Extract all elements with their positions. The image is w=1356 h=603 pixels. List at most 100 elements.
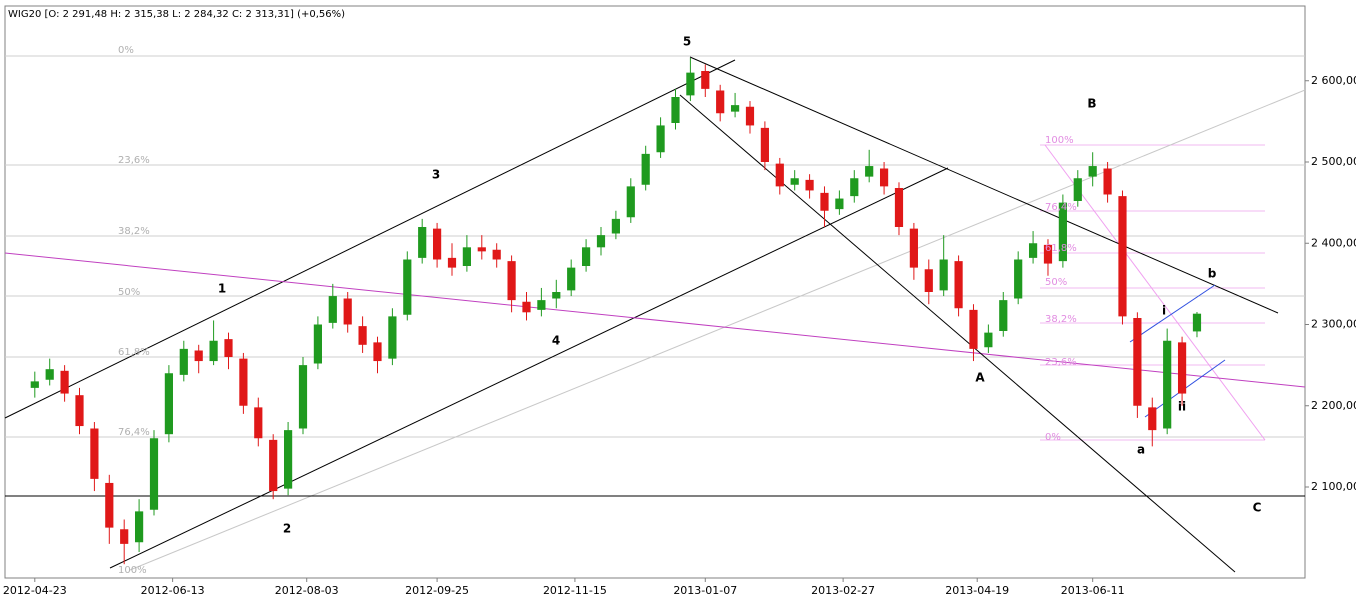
candle-body: [909, 228, 918, 268]
candle-body: [760, 127, 769, 162]
candle-body: [1073, 178, 1082, 201]
candle-body: [701, 71, 710, 89]
wave-label: ii: [1178, 400, 1186, 414]
candle-body: [567, 267, 576, 291]
candle-body: [790, 178, 799, 185]
candle-body: [388, 316, 397, 359]
fib-label: 50%: [1045, 277, 1067, 288]
x-tick-label: 2012-08-03: [275, 584, 339, 597]
candle-body: [477, 247, 486, 252]
x-tick-label: 2013-01-07: [673, 584, 737, 597]
candle-body: [432, 228, 442, 260]
candle-body: [1177, 342, 1187, 394]
candle-body: [924, 269, 933, 292]
y-tick-label: 2 500,00: [1311, 155, 1356, 168]
candle-body: [179, 348, 188, 375]
candle-body: [418, 227, 427, 258]
wave-label: B: [1087, 97, 1096, 111]
trendline: [4, 252, 1306, 388]
fib-label: 0%: [118, 45, 134, 56]
fib-label: 100%: [1045, 135, 1074, 146]
candle-body: [1058, 202, 1067, 262]
candle-body: [999, 300, 1008, 331]
candle-body: [209, 340, 218, 362]
candle-body: [1014, 259, 1023, 299]
candle-body: [611, 218, 620, 234]
trendline: [689, 56, 1279, 314]
candle-body: [1163, 340, 1172, 429]
fib-label: 76,4%: [1045, 202, 1077, 213]
fib-label: 38,2%: [1045, 314, 1077, 325]
candle-body: [939, 259, 948, 291]
candle-body: [850, 178, 859, 197]
candle-body: [581, 247, 591, 266]
candle-body: [537, 300, 546, 310]
candle-body: [954, 261, 963, 309]
candle-body: [1043, 244, 1053, 264]
candle-body: [403, 259, 412, 315]
candle-body: [686, 72, 695, 96]
candle-body: [239, 358, 248, 406]
candle-body: [641, 153, 650, 185]
fib-label: 61,8%: [118, 347, 150, 358]
wave-label: i: [1162, 304, 1166, 318]
candle-body: [507, 261, 516, 301]
candle-body: [596, 235, 606, 248]
candle-body: [522, 301, 531, 313]
candle-body: [30, 381, 39, 388]
candle-body: [269, 439, 278, 492]
candle-body: [194, 350, 203, 362]
candle-body: [894, 188, 904, 227]
candle-body: [1148, 407, 1157, 431]
candle-body: [775, 163, 784, 187]
candle-body: [969, 309, 978, 349]
fib-label: 23,6%: [118, 155, 150, 166]
candle-body: [60, 370, 69, 394]
wave-label: 4: [552, 334, 560, 348]
fib-label: 100%: [118, 565, 147, 576]
candle-body: [373, 342, 382, 362]
x-tick-label: 2013-02-27: [811, 584, 875, 597]
candle-body: [75, 395, 84, 427]
candle-body: [1103, 168, 1112, 195]
candle-body: [820, 192, 829, 211]
wave-label: 2: [283, 522, 291, 536]
fib-label: 0%: [1045, 432, 1061, 443]
candle-body: [805, 179, 814, 191]
fib-label: 61,8%: [1045, 243, 1077, 254]
candle-body: [90, 428, 99, 479]
wave-label: C: [1253, 501, 1262, 515]
fib-label: 50%: [118, 287, 140, 298]
candle-body: [224, 339, 233, 357]
candle-body: [671, 97, 680, 123]
candle-body: [1133, 318, 1142, 406]
candle-body: [1118, 196, 1127, 317]
y-tick-label: 2 600,00: [1311, 74, 1356, 87]
candle-body: [492, 249, 501, 260]
candle-body: [552, 292, 561, 299]
candle-body: [984, 332, 993, 348]
wave-label: 1: [218, 282, 226, 296]
y-tick-label: 2 100,00: [1311, 480, 1356, 493]
candle-body: [254, 407, 263, 439]
candle-body: [45, 369, 54, 380]
y-tick-label: 2 200,00: [1311, 399, 1356, 412]
wave-label: 5: [683, 35, 691, 49]
candle-body: [730, 105, 740, 112]
x-tick-label: 2013-04-19: [945, 584, 1009, 597]
wave-label: b: [1208, 267, 1217, 281]
candle-body: [835, 198, 844, 210]
candle-body: [1192, 313, 1202, 332]
candle-body: [164, 373, 173, 435]
plot-frame: [4, 5, 1306, 579]
candle-body: [1088, 166, 1097, 177]
trendline: [109, 167, 949, 569]
trendline: [4, 59, 736, 419]
trendline: [1129, 284, 1216, 343]
candle-body: [105, 482, 114, 528]
candle-body: [447, 257, 457, 268]
x-tick-label: 2012-06-13: [141, 584, 205, 597]
candle-body: [298, 365, 308, 429]
